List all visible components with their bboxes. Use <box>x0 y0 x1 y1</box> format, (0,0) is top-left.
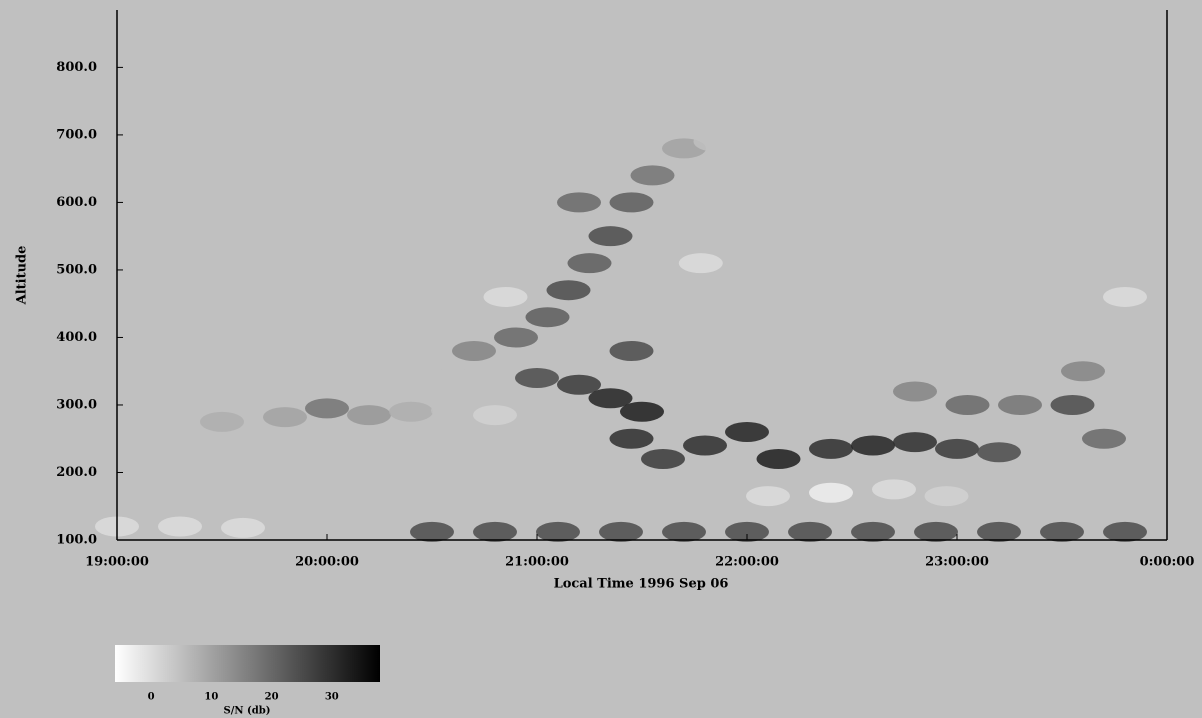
echo <box>914 521 958 542</box>
echo <box>557 374 601 395</box>
echo-layer <box>95 131 1147 542</box>
echo <box>1050 394 1095 415</box>
echo <box>546 280 591 301</box>
echo <box>347 405 391 426</box>
echo <box>410 521 454 542</box>
echo <box>725 521 769 542</box>
echo <box>473 521 517 542</box>
echo <box>158 516 202 537</box>
echo <box>609 340 654 361</box>
y-tick-label: 200.0 <box>56 465 97 480</box>
echo <box>473 405 517 426</box>
echo <box>872 479 916 500</box>
x-tick-label: 21:00:00 <box>505 555 569 570</box>
echo <box>893 432 937 453</box>
echo <box>200 411 244 432</box>
echo <box>1082 428 1126 449</box>
echo <box>431 400 475 421</box>
echo <box>431 367 475 388</box>
colorbar-tick-label: 0 <box>148 692 155 703</box>
echo <box>588 388 633 409</box>
echo <box>609 428 654 449</box>
echo <box>483 286 528 307</box>
echo <box>935 438 979 459</box>
echo <box>588 226 633 247</box>
echo <box>567 253 612 274</box>
x-tick-label: 20:00:00 <box>295 555 359 570</box>
y-tick-label: 100.0 <box>56 533 97 548</box>
echo <box>630 165 675 186</box>
echo <box>515 367 559 388</box>
echo <box>851 435 895 456</box>
echo <box>494 327 538 348</box>
y-tick-label: 300.0 <box>56 397 97 412</box>
echo <box>620 401 664 422</box>
echo <box>1103 286 1147 307</box>
y-tick-label: 400.0 <box>56 330 97 345</box>
y-axis-label: Altitude <box>15 246 30 306</box>
y-tick-label: 700.0 <box>56 127 97 142</box>
echo <box>452 340 496 361</box>
echo <box>1061 361 1105 382</box>
colorbar-tick-label: 20 <box>265 692 279 703</box>
echo <box>977 521 1021 542</box>
colorbar-label: S/N (db) <box>224 706 271 717</box>
echo <box>809 482 853 503</box>
y-tick-label: 800.0 <box>56 60 97 75</box>
echo <box>525 307 570 328</box>
echo <box>756 448 801 469</box>
echo <box>977 442 1021 463</box>
echo <box>851 521 895 542</box>
echo <box>599 521 643 542</box>
y-tick-label: 600.0 <box>56 195 97 210</box>
echo <box>893 381 937 402</box>
echo <box>678 253 723 274</box>
echo <box>945 394 990 415</box>
echo <box>609 192 654 213</box>
colorbar-tick-label: 10 <box>204 692 218 703</box>
echo <box>998 394 1042 415</box>
echo <box>221 517 265 538</box>
x-tick-label: 19:00:00 <box>85 555 149 570</box>
colorbar <box>115 645 380 682</box>
echo <box>536 521 580 542</box>
echo <box>1040 521 1084 542</box>
echo <box>389 401 433 422</box>
x-tick-label: 0:00:00 <box>1140 555 1195 570</box>
echo <box>725 421 769 442</box>
x-tick-label: 23:00:00 <box>925 555 989 570</box>
x-axis-label: Local Time 1996 Sep 06 <box>554 577 729 592</box>
echo <box>1103 521 1147 542</box>
y-tick-label: 500.0 <box>56 262 97 277</box>
x-tick-label: 22:00:00 <box>715 555 779 570</box>
echo <box>305 398 349 419</box>
echo <box>788 521 832 542</box>
echo <box>137 415 181 436</box>
echo <box>641 448 685 469</box>
echo <box>809 438 853 459</box>
echo <box>662 521 706 542</box>
echo <box>746 486 790 507</box>
colorbar-tick-label: 30 <box>325 692 339 703</box>
echo <box>683 435 727 456</box>
echo <box>924 486 969 507</box>
echo <box>263 407 307 428</box>
echo <box>693 131 738 152</box>
echo <box>557 192 601 213</box>
